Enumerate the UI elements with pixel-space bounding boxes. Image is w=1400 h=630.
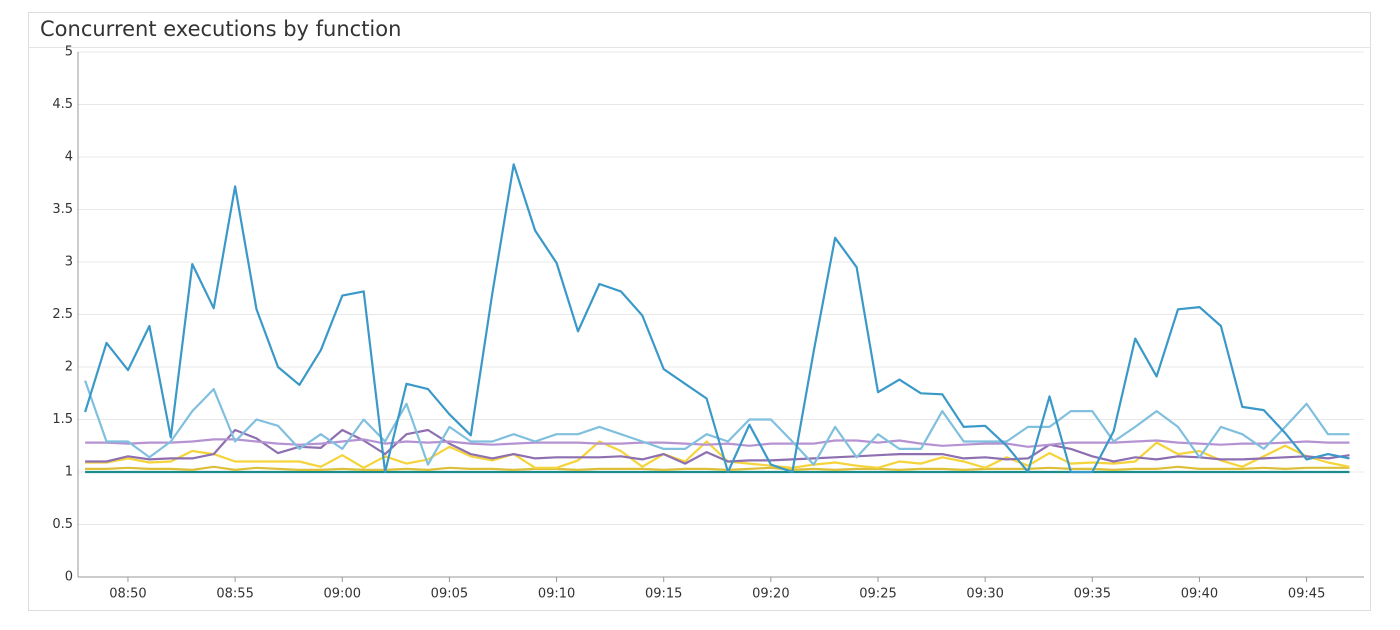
x-tick-label: 08:55 (216, 587, 253, 602)
series-line (84, 163, 1350, 474)
y-tick-label: 0.5 (52, 517, 73, 532)
x-tick-label: 08:50 (109, 587, 146, 602)
panel (28, 12, 1371, 611)
y-tick-label: 3.5 (52, 202, 73, 217)
x-tick-label: 09:35 (1074, 587, 1111, 602)
y-tick-label: 4.5 (52, 97, 73, 112)
x-tick-label: 09:20 (752, 587, 789, 602)
y-tick-label: 2 (65, 360, 73, 375)
y-tick-label: 2.5 (52, 307, 73, 322)
series-line (85, 428, 1350, 465)
y-tick-label: 1.5 (52, 412, 73, 427)
x-tick-label: 09:10 (538, 587, 575, 602)
x-tick-label: 09:25 (859, 587, 896, 602)
y-tick-label: 5 (65, 45, 73, 60)
x-tick-label: 09:40 (1181, 587, 1218, 602)
y-tick-label: 4 (65, 150, 73, 165)
x-tick-label: 09:05 (431, 587, 468, 602)
y-tick-label: 1 (65, 465, 73, 480)
x-tick-label: 09:30 (966, 587, 1003, 602)
x-tick-label: 09:45 (1288, 587, 1325, 602)
chart-title: Concurrent executions by function (40, 17, 401, 41)
x-tick-label: 09:15 (645, 587, 682, 602)
y-tick-label: 0 (65, 570, 73, 585)
series-line (85, 465, 1350, 471)
y-tick-label: 3 (65, 255, 73, 270)
x-tick-label: 09:00 (324, 587, 361, 602)
